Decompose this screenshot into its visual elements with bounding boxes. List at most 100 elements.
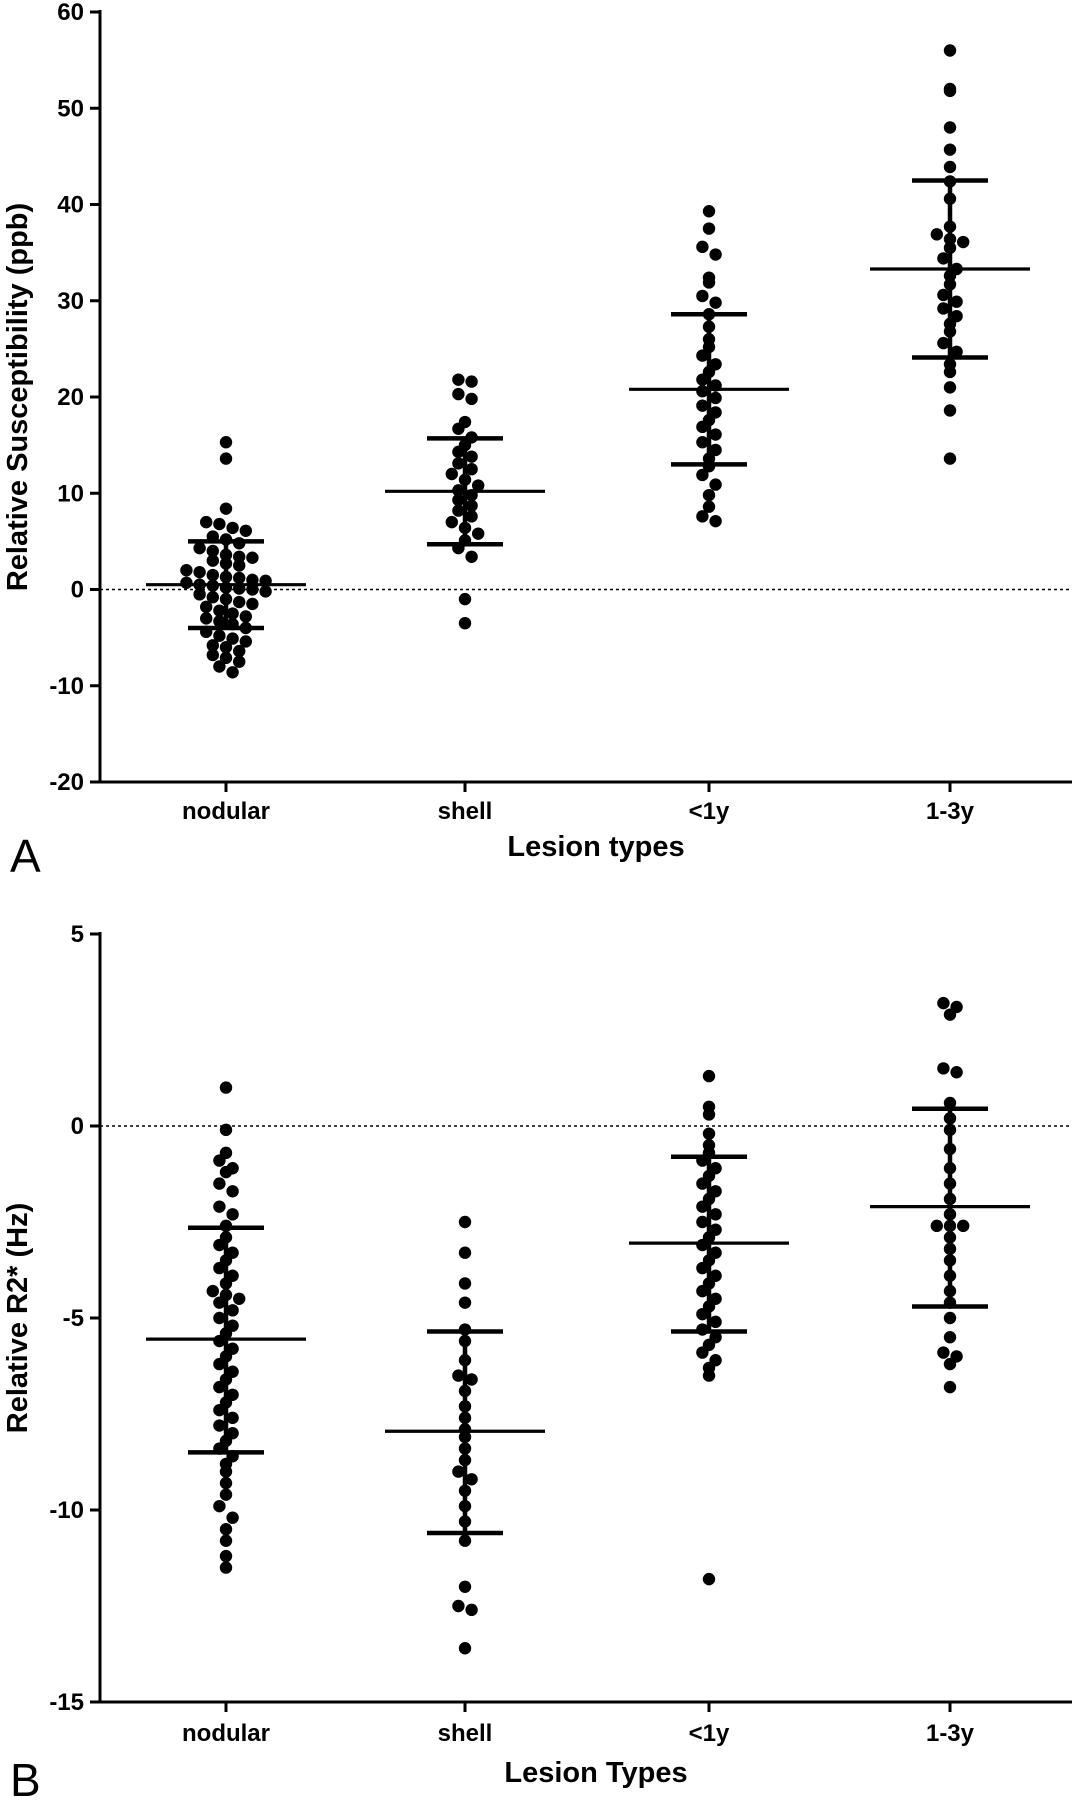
- data-point: [943, 160, 957, 174]
- y-tick-label: -10: [49, 1497, 84, 1524]
- data-point: [213, 517, 226, 531]
- data-point: [702, 1108, 716, 1121]
- y-tick-label: -5: [63, 1305, 84, 1332]
- data-point: [943, 452, 957, 465]
- data-point: [709, 1315, 722, 1329]
- panel-label: B: [10, 1754, 41, 1800]
- data-point: [937, 252, 950, 265]
- data-point: [445, 467, 458, 481]
- y-tick-label: 0: [71, 1113, 84, 1140]
- data-point: [696, 436, 709, 449]
- data-point: [219, 1561, 233, 1574]
- data-point: [233, 571, 246, 585]
- y-axis-title: Relative R2* (Hz): [2, 1203, 34, 1433]
- data-point: [702, 1127, 716, 1140]
- data-point: [219, 1081, 233, 1094]
- data-point: [226, 1185, 239, 1198]
- data-point: [696, 373, 709, 386]
- data-point: [213, 1296, 226, 1309]
- data-point: [180, 564, 193, 577]
- data-point: [246, 573, 259, 587]
- data-point: [219, 1476, 233, 1490]
- data-point: [452, 1465, 465, 1478]
- data-point: [213, 1334, 226, 1348]
- data-point: [943, 1380, 957, 1394]
- data-point: [696, 510, 709, 523]
- data-point: [696, 1215, 709, 1229]
- data-point: [696, 385, 709, 398]
- data-point: [219, 1165, 233, 1179]
- data-point: [458, 1296, 472, 1309]
- data-point: [472, 527, 485, 540]
- data-point: [696, 468, 709, 482]
- data-point: [213, 1154, 226, 1167]
- data-point: [206, 639, 219, 652]
- x-tick-label: nodular: [182, 1720, 270, 1747]
- data-point: [702, 488, 716, 502]
- x-tick-label: 1-3y: [926, 1720, 975, 1747]
- data-point: [213, 1403, 226, 1417]
- data-point: [472, 479, 485, 492]
- data-point: [943, 1311, 957, 1325]
- data-point: [465, 450, 478, 463]
- data-point: [213, 629, 226, 642]
- data-point: [233, 595, 246, 609]
- data-point: [465, 375, 478, 388]
- data-point: [696, 349, 709, 362]
- panel-label: A: [10, 830, 41, 882]
- data-point: [206, 1284, 219, 1298]
- data-point: [465, 1473, 478, 1486]
- data-point: [226, 1411, 239, 1425]
- data-point: [452, 445, 465, 459]
- data-point: [696, 240, 709, 254]
- data-point: [206, 591, 219, 604]
- x-tick-label: shell: [438, 798, 493, 825]
- data-point: [937, 288, 950, 302]
- data-point: [702, 1572, 716, 1586]
- data-point: [233, 550, 246, 563]
- data-point: [180, 576, 193, 589]
- data-point: [206, 554, 219, 567]
- data-point: [943, 1331, 957, 1344]
- data-point: [709, 296, 722, 309]
- y-tick-label: 30: [57, 288, 84, 315]
- data-point: [226, 666, 239, 679]
- y-tick-label: 20: [57, 384, 84, 411]
- data-point: [233, 559, 246, 572]
- panel-b: 5 0 -5 -10 -15 nodular shell <1y 1-3y Lesion Type…: [2, 921, 1072, 1800]
- data-point: [200, 600, 213, 614]
- x-tick-label: <1y: [689, 1720, 730, 1747]
- data-point: [696, 289, 709, 303]
- data-point: [458, 1277, 472, 1290]
- data-point: [219, 1523, 233, 1536]
- data-point: [200, 515, 213, 529]
- x-axis-title: Lesion types: [507, 831, 684, 863]
- data-point: [213, 1499, 226, 1513]
- data-point: [219, 1549, 233, 1563]
- data-point: [709, 443, 722, 457]
- data-point: [452, 1369, 465, 1382]
- data-point: [246, 583, 259, 596]
- data-point: [458, 1642, 472, 1655]
- data-point: [696, 1177, 709, 1190]
- data-point: [206, 544, 219, 558]
- data-point: [702, 276, 716, 289]
- data-point: [465, 499, 478, 512]
- data-point: [219, 1488, 233, 1501]
- data-point: [213, 1261, 226, 1275]
- data-point: [226, 607, 239, 620]
- data-point: [702, 500, 716, 513]
- data-point: [213, 1357, 226, 1371]
- data-point: [943, 1096, 957, 1110]
- x-tick-label: 1-3y: [926, 798, 975, 825]
- data-point: [219, 1534, 233, 1547]
- data-point: [219, 502, 233, 515]
- data-point: [458, 592, 472, 606]
- data-point: [943, 1008, 957, 1021]
- data-point: [937, 1062, 950, 1075]
- y-tick-label: -20: [49, 769, 84, 796]
- panel-a: 60 50 40 30 20 10 0 -10 -20 nodular shell <1y 1-3y Le…: [2, 0, 1072, 882]
- data-point: [943, 121, 957, 134]
- data-point: [950, 345, 963, 358]
- data-point: [696, 420, 709, 434]
